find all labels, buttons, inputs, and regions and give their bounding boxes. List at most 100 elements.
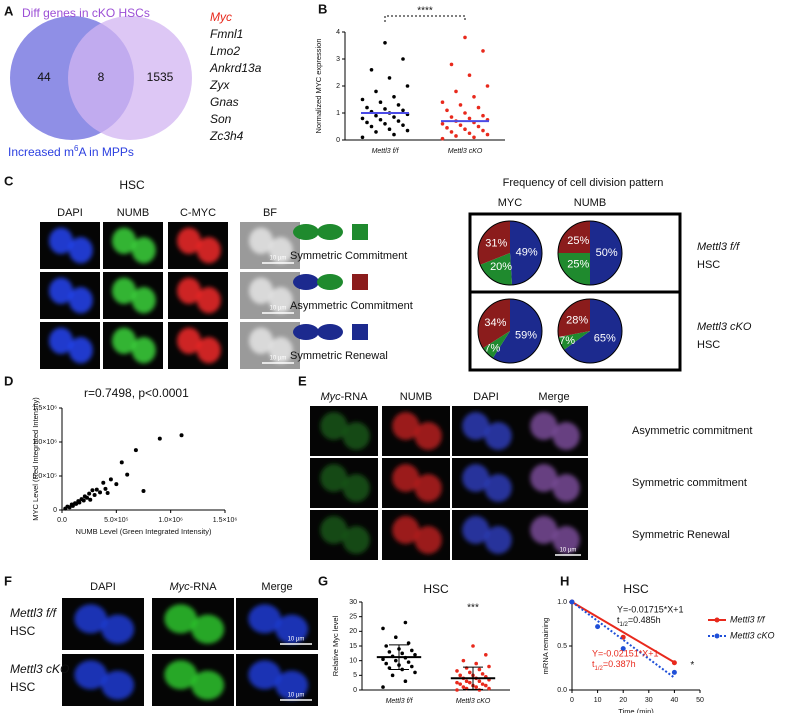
significance: **** — [417, 6, 433, 17]
cell — [392, 464, 420, 492]
pie-column: NUMB — [574, 197, 606, 209]
point — [387, 666, 392, 670]
cell — [74, 604, 108, 634]
point — [467, 131, 472, 136]
point — [474, 685, 479, 689]
point — [413, 670, 417, 675]
point — [401, 57, 405, 61]
pie-label: 7% — [484, 343, 500, 355]
x-tick-label: Mettl3 cKO — [448, 148, 483, 155]
point — [406, 660, 411, 664]
cell — [131, 287, 156, 314]
point — [392, 132, 396, 137]
point — [125, 472, 130, 477]
scale-label: 10 µm — [270, 356, 287, 362]
gene: Zyx — [209, 78, 230, 92]
cells — [392, 516, 442, 554]
point — [455, 688, 459, 692]
y-tick-label: 0 — [353, 687, 357, 694]
x-tick-label: 40 — [671, 697, 679, 704]
cell-icon — [317, 274, 343, 290]
point — [484, 653, 488, 657]
point — [481, 113, 485, 118]
y-tick-label: 0.0 — [557, 687, 567, 694]
point — [374, 113, 378, 118]
venn-count: 1535 — [147, 70, 174, 84]
point — [392, 95, 396, 99]
point — [440, 100, 445, 104]
cells — [177, 227, 221, 264]
venn-title: Diff genes in cKO HSCs — [22, 6, 150, 20]
y-tick-label: 30 — [349, 599, 357, 606]
y-tick-label: 25 — [349, 614, 357, 621]
point — [471, 644, 475, 648]
cell — [268, 287, 293, 314]
row-label: Mettl3 f/f — [697, 241, 740, 253]
panel-label: E — [298, 373, 307, 388]
point — [449, 130, 454, 134]
point — [387, 76, 392, 80]
channel-header-part: Myc — [320, 391, 341, 403]
point — [463, 35, 467, 40]
cell — [530, 412, 558, 440]
point — [484, 683, 488, 688]
cell — [191, 670, 225, 700]
y-tick-label: 1.0×10⁶ — [33, 439, 58, 446]
point — [463, 111, 467, 115]
pattern-label: Asymmetric Commitment — [290, 300, 413, 312]
pie-outline — [477, 298, 543, 364]
point — [369, 124, 374, 129]
cell — [414, 526, 442, 554]
channel-header-part: DAPI — [473, 391, 499, 403]
x-tick-label: Mettl3 f/f — [372, 148, 400, 155]
y-tick-label: 5.0×10⁵ — [32, 473, 57, 480]
y-tick-label: 5 — [353, 672, 357, 679]
chart-title: HSC — [423, 582, 449, 596]
cell — [196, 337, 221, 364]
cells — [462, 412, 512, 450]
gene: Son — [210, 112, 232, 126]
point — [454, 89, 458, 94]
cell — [484, 526, 512, 554]
point — [394, 635, 398, 639]
point — [477, 667, 482, 672]
x-axis-label: NUMB Level (Green Integrated Intensity) — [76, 527, 212, 536]
cell — [342, 526, 370, 554]
cell-icon — [317, 324, 343, 340]
point — [94, 487, 99, 492]
point — [360, 135, 365, 140]
pie-label: 20% — [490, 261, 512, 273]
point — [88, 497, 93, 502]
pie-slice — [510, 221, 543, 285]
fit-line — [571, 601, 675, 679]
panel-label: C — [4, 173, 14, 188]
cell — [164, 604, 198, 634]
row-label: HSC — [10, 624, 36, 638]
row-label: Symmetric Renewal — [632, 529, 730, 541]
point — [403, 679, 408, 683]
equation: Y=-0.02151*X+1 — [592, 648, 659, 658]
channel-header-part: -RNA — [341, 391, 369, 403]
point — [476, 124, 481, 129]
row-label: Mettl3 cKO — [10, 662, 69, 676]
point — [378, 100, 383, 104]
x-tick-label: 0 — [570, 697, 574, 704]
point — [467, 116, 472, 121]
pie-slice — [558, 253, 590, 285]
y-tick-label: 2 — [336, 83, 340, 90]
x-tick-label: 1.5×10⁶ — [213, 517, 238, 524]
legend-label: Mettl3 f/f — [730, 614, 766, 624]
scale-label: 10 µm — [270, 256, 287, 262]
cell — [112, 227, 136, 254]
cells — [177, 327, 221, 364]
point — [360, 116, 365, 121]
cell — [268, 337, 293, 364]
point — [369, 68, 374, 72]
venn-caption-part: A in MPPs — [78, 145, 133, 159]
point — [108, 477, 113, 482]
point — [401, 108, 405, 113]
half-life-part: 1/2 — [595, 666, 604, 672]
cell-icon — [293, 324, 319, 340]
half-life: t1/2=0.485h — [617, 615, 661, 627]
